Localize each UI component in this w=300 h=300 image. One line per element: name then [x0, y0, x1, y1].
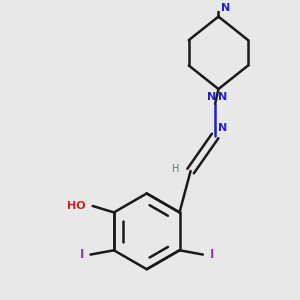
Text: I: I: [209, 248, 214, 261]
Text: N: N: [218, 123, 227, 133]
Text: N: N: [207, 92, 216, 102]
Text: I: I: [80, 248, 84, 261]
Text: N: N: [218, 92, 227, 102]
Text: N: N: [221, 3, 230, 13]
Text: HO: HO: [68, 201, 86, 211]
Text: H: H: [172, 164, 179, 174]
